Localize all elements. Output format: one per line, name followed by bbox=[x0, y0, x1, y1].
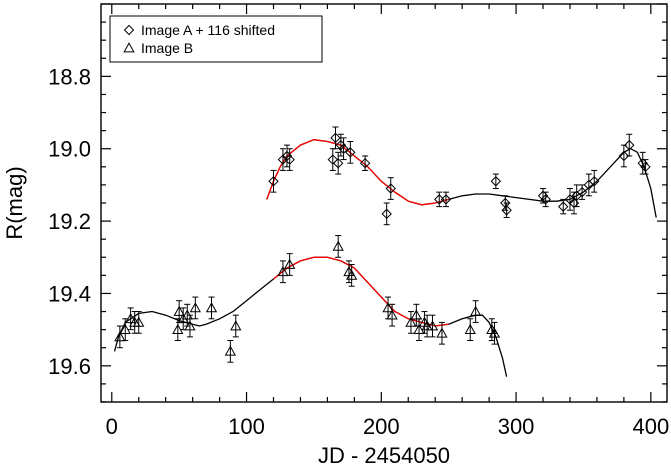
y-tick-label: 19.6 bbox=[48, 354, 91, 379]
legend-label-image-b: Image B bbox=[141, 40, 193, 56]
data-point-triangle bbox=[230, 320, 242, 331]
data-point-diamond bbox=[568, 197, 580, 209]
data-point-diamond bbox=[277, 154, 289, 165]
data-point-diamond bbox=[359, 157, 371, 169]
legend-triangle-mark bbox=[123, 42, 135, 53]
data-point-diamond bbox=[440, 194, 452, 205]
data-point-diamond bbox=[327, 154, 338, 165]
data-point-diamond bbox=[268, 176, 279, 187]
legend-marker-triangle bbox=[123, 42, 135, 53]
data-point-diamond bbox=[576, 186, 588, 198]
data-point-triangle bbox=[284, 258, 296, 269]
data-point-triangle bbox=[410, 309, 422, 320]
fit-curves bbox=[113, 139, 657, 377]
data-point-triangle bbox=[133, 316, 145, 327]
data-point-diamond bbox=[381, 208, 392, 220]
y-tick-label: 18.8 bbox=[48, 64, 91, 89]
fit-curve-red-0 bbox=[266, 139, 449, 206]
data-point-triangle bbox=[119, 323, 131, 334]
data-point-triangle bbox=[436, 327, 448, 338]
data-point-triangle bbox=[124, 312, 137, 324]
data-point-diamond bbox=[624, 139, 635, 151]
data-point-triangle bbox=[488, 327, 501, 338]
data-point-diamond bbox=[637, 157, 648, 169]
data-point-diamond bbox=[618, 150, 630, 162]
x-tick-label: 200 bbox=[363, 414, 400, 439]
axis-ticks bbox=[101, 3, 667, 403]
legend-marker-diamond bbox=[123, 24, 135, 36]
data-point-diamond bbox=[338, 143, 349, 154]
data-point-triangle bbox=[426, 320, 439, 331]
data-point-triangle bbox=[469, 305, 482, 316]
data-point-triangle bbox=[181, 309, 193, 320]
y-tick-label: 19.4 bbox=[48, 281, 91, 306]
data-point-diamond bbox=[335, 139, 347, 151]
data-point-diamond bbox=[537, 190, 549, 201]
axis-tick-labels: 0 100 200 300 400 18.8 19.0 19.2 19.4 19.6 bbox=[48, 64, 669, 439]
data-point-diamond bbox=[589, 176, 600, 187]
data-point-triangle bbox=[184, 320, 196, 331]
data-point-triangle bbox=[177, 312, 189, 324]
legend-label-image-a: Image A + 116 shifted bbox=[141, 22, 275, 38]
data-markers bbox=[114, 132, 651, 356]
x-tick-label: 400 bbox=[632, 414, 669, 439]
data-point-triangle bbox=[405, 316, 417, 327]
data-point-triangle bbox=[224, 345, 237, 356]
y-tick-label: 19.2 bbox=[48, 209, 91, 234]
data-point-diamond bbox=[501, 205, 512, 216]
y-axis-title: R(mag) bbox=[2, 166, 27, 239]
y-tick-label: 19.0 bbox=[48, 137, 91, 162]
legend-box bbox=[109, 15, 323, 63]
data-point-diamond bbox=[332, 157, 344, 169]
data-point-triangle bbox=[382, 302, 394, 313]
data-point-triangle bbox=[346, 269, 358, 280]
fit-curve-red-1 bbox=[273, 256, 449, 327]
data-point-diamond bbox=[330, 132, 341, 144]
data-point-diamond bbox=[345, 147, 356, 158]
legend: Image A + 116 shifted Image B bbox=[109, 15, 323, 63]
data-point-triangle bbox=[421, 320, 433, 331]
data-point-triangle bbox=[386, 309, 398, 320]
data-point-triangle bbox=[464, 323, 476, 334]
data-point-diamond bbox=[490, 176, 502, 187]
data-point-diamond bbox=[284, 154, 295, 165]
x-tick-label: 300 bbox=[498, 414, 535, 439]
x-axis-title: JD - 2454050 bbox=[318, 443, 450, 467]
data-point-diamond bbox=[385, 183, 396, 194]
data-point-triangle bbox=[173, 305, 185, 316]
data-point-triangle bbox=[205, 302, 218, 313]
data-point-triangle bbox=[332, 240, 344, 251]
error-bars bbox=[116, 126, 649, 363]
data-point-diamond bbox=[558, 201, 569, 212]
legend-diamond-mark bbox=[123, 24, 135, 36]
x-tick-label: 0 bbox=[106, 414, 118, 439]
x-tick-label: 100 bbox=[228, 414, 265, 439]
fit-curve-0 bbox=[266, 139, 657, 218]
data-point-diamond bbox=[640, 161, 651, 173]
data-point-triangle bbox=[413, 323, 425, 334]
data-point-triangle bbox=[277, 265, 289, 277]
data-point-triangle bbox=[189, 302, 201, 313]
data-point-diamond bbox=[281, 150, 293, 162]
data-point-diamond bbox=[540, 194, 551, 205]
fit-curve-1 bbox=[113, 256, 508, 377]
data-point-triangle bbox=[114, 331, 126, 342]
data-point-diamond bbox=[434, 194, 445, 205]
data-point-triangle bbox=[172, 323, 184, 334]
